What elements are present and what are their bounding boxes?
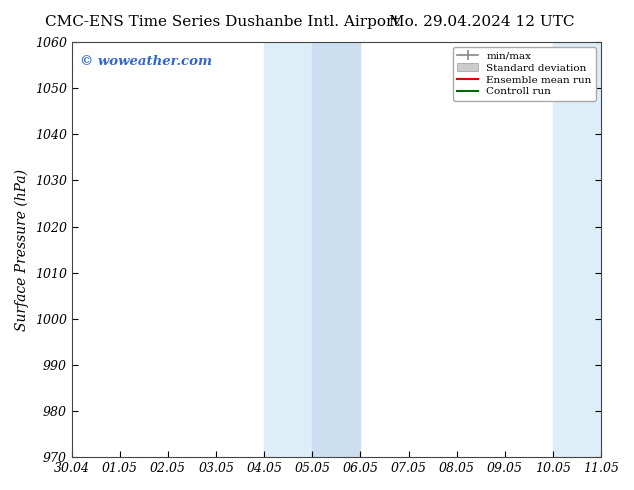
Bar bbox=[264, 42, 313, 457]
Legend: min/max, Standard deviation, Ensemble mean run, Controll run: min/max, Standard deviation, Ensemble me… bbox=[453, 47, 596, 100]
Bar bbox=[553, 42, 601, 457]
Y-axis label: Surface Pressure (hPa): Surface Pressure (hPa) bbox=[15, 169, 29, 331]
Text: Mo. 29.04.2024 12 UTC: Mo. 29.04.2024 12 UTC bbox=[389, 15, 574, 29]
Text: © woweather.com: © woweather.com bbox=[80, 54, 212, 68]
Text: CMC-ENS Time Series Dushanbe Intl. Airport: CMC-ENS Time Series Dushanbe Intl. Airpo… bbox=[44, 15, 399, 29]
Bar bbox=[313, 42, 361, 457]
